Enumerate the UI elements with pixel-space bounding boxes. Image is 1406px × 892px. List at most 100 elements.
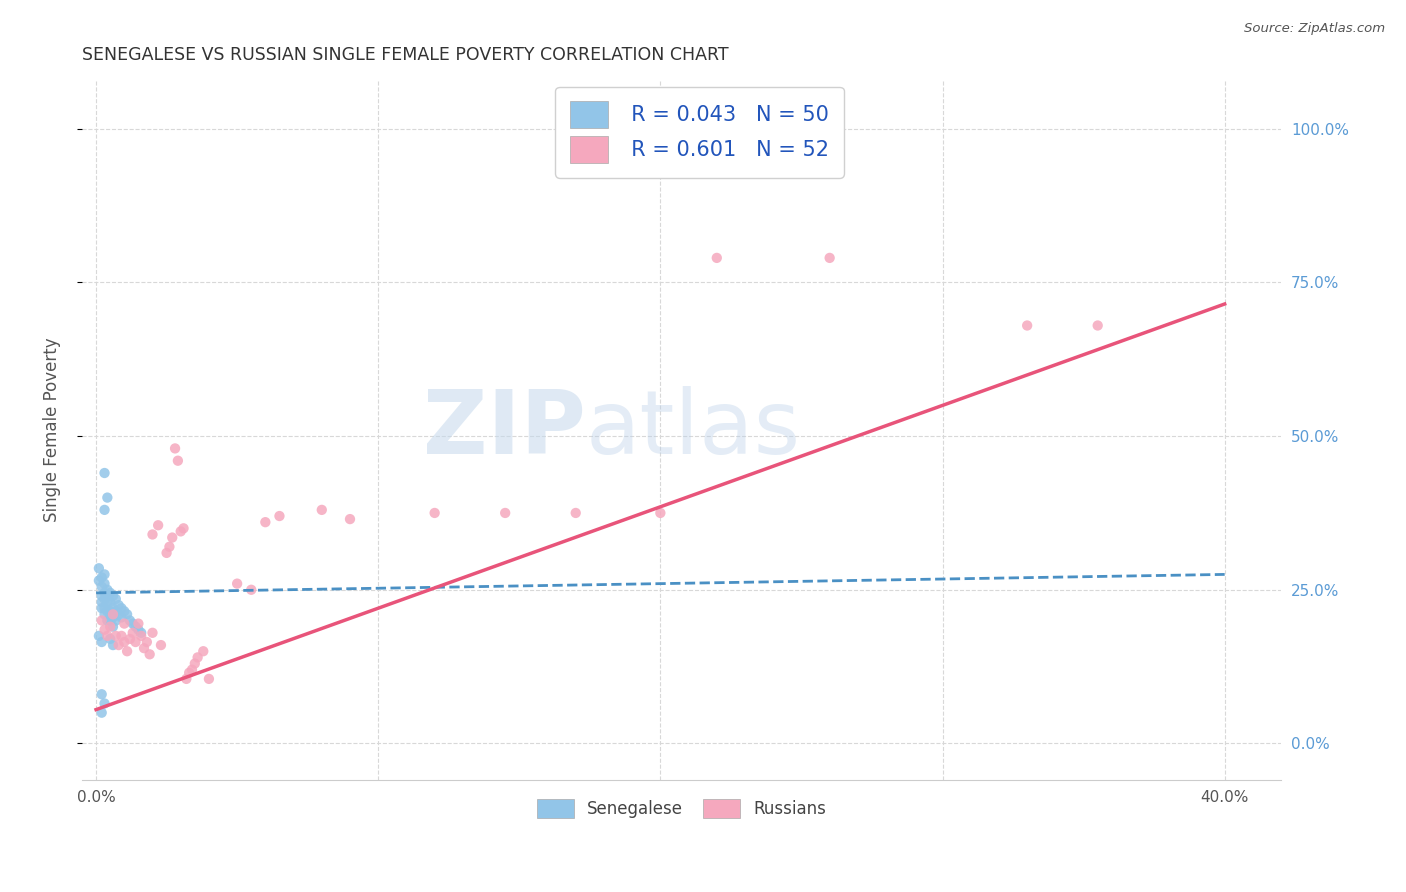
Point: [240, 582, 263, 597]
Point: [118, 632, 141, 646]
Point: [198, 672, 221, 686]
Point: [93, 567, 115, 582]
Point: [93, 697, 115, 711]
Point: [93, 503, 115, 517]
Point: [132, 641, 155, 656]
Point: [107, 598, 129, 612]
Point: [155, 546, 177, 560]
Text: atlas: atlas: [585, 386, 801, 474]
Point: [90, 580, 112, 594]
Point: [149, 638, 172, 652]
Point: [146, 518, 169, 533]
Point: [90, 570, 112, 584]
Point: [124, 620, 146, 634]
Point: [706, 251, 728, 265]
Point: [165, 442, 187, 456]
Point: [254, 515, 277, 529]
Point: [96, 614, 118, 628]
Point: [127, 616, 149, 631]
Point: [93, 607, 115, 622]
Point: [269, 509, 291, 524]
Y-axis label: Single Female Poverty: Single Female Poverty: [44, 338, 60, 523]
Point: [90, 595, 112, 609]
Point: [110, 629, 132, 643]
Point: [101, 601, 124, 615]
Point: [423, 506, 446, 520]
Point: [90, 589, 112, 603]
Point: [193, 644, 215, 658]
Point: [104, 629, 127, 643]
Point: [564, 506, 586, 520]
Point: [818, 251, 841, 265]
Point: [112, 604, 135, 618]
Point: [96, 595, 118, 609]
Point: [90, 614, 112, 628]
Point: [170, 524, 193, 539]
Point: [93, 576, 115, 591]
Point: [1017, 318, 1039, 333]
Point: [141, 625, 163, 640]
Point: [96, 604, 118, 618]
Point: [107, 607, 129, 622]
Point: [650, 506, 672, 520]
Point: [124, 635, 146, 649]
Text: SENEGALESE VS RUSSIAN SINGLE FEMALE POVERTY CORRELATION CHART: SENEGALESE VS RUSSIAN SINGLE FEMALE POVE…: [82, 46, 728, 64]
Point: [121, 616, 143, 631]
Point: [339, 512, 361, 526]
Point: [104, 604, 127, 618]
Point: [96, 589, 118, 603]
Point: [101, 620, 124, 634]
Point: [181, 663, 204, 677]
Point: [118, 614, 141, 628]
Point: [115, 607, 138, 622]
Point: [173, 521, 195, 535]
Point: [98, 595, 121, 609]
Point: [98, 614, 121, 628]
Point: [115, 644, 138, 658]
Point: [90, 706, 112, 720]
Point: [494, 506, 516, 520]
Point: [1087, 318, 1109, 333]
Point: [184, 657, 207, 671]
Point: [96, 491, 118, 505]
Point: [167, 453, 190, 467]
Point: [98, 620, 121, 634]
Point: [93, 466, 115, 480]
Text: Source: ZipAtlas.com: Source: ZipAtlas.com: [1244, 22, 1385, 36]
Point: [90, 635, 112, 649]
Point: [127, 623, 149, 637]
Point: [90, 687, 112, 701]
Point: [93, 601, 115, 615]
Point: [93, 623, 115, 637]
Point: [96, 629, 118, 643]
Point: [129, 629, 152, 643]
Text: ZIP: ZIP: [423, 386, 585, 474]
Point: [98, 632, 121, 646]
Point: [107, 638, 129, 652]
Point: [226, 576, 249, 591]
Point: [87, 629, 110, 643]
Point: [98, 604, 121, 618]
Point: [101, 610, 124, 624]
Point: [101, 607, 124, 622]
Point: [112, 635, 135, 649]
Point: [87, 574, 110, 588]
Legend: Senegalese, Russians: Senegalese, Russians: [530, 792, 832, 824]
Point: [135, 635, 157, 649]
Point: [110, 601, 132, 615]
Point: [157, 540, 180, 554]
Point: [121, 625, 143, 640]
Point: [176, 672, 198, 686]
Point: [93, 592, 115, 607]
Point: [90, 601, 112, 615]
Point: [96, 582, 118, 597]
Point: [98, 586, 121, 600]
Point: [187, 650, 209, 665]
Point: [311, 503, 333, 517]
Point: [179, 665, 201, 680]
Point: [138, 648, 160, 662]
Point: [93, 586, 115, 600]
Point: [104, 592, 127, 607]
Point: [162, 531, 184, 545]
Point: [87, 561, 110, 575]
